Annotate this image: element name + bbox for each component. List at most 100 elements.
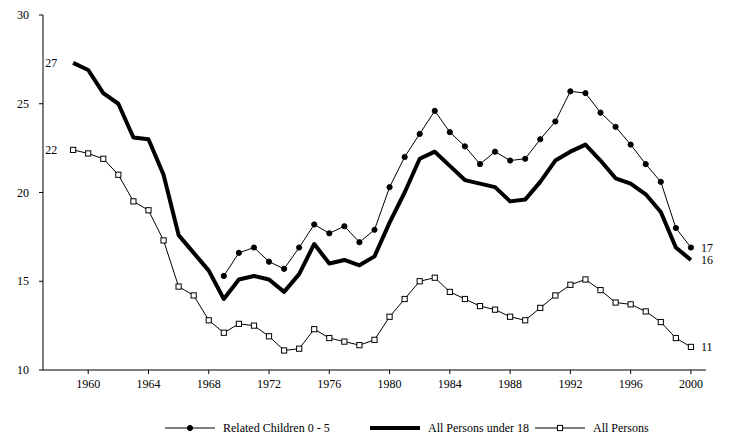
x-tick-label: 1960 [76, 377, 100, 391]
point [206, 318, 211, 323]
point [492, 149, 497, 154]
x-tick-label: 1988 [498, 377, 522, 391]
point [477, 162, 482, 167]
y-tick [39, 192, 43, 193]
point [613, 124, 618, 129]
point [417, 131, 422, 136]
point [236, 321, 241, 326]
point [221, 273, 226, 278]
chart: 1015202530196019641968197219761980198419… [0, 0, 730, 444]
point [402, 296, 407, 301]
series-line [224, 91, 691, 276]
point [538, 305, 543, 310]
legend-label: All Persons under 18 [428, 421, 529, 435]
point [251, 245, 256, 250]
point [297, 346, 302, 351]
y-tick [39, 103, 43, 104]
point [357, 240, 362, 245]
point [673, 335, 678, 340]
point [447, 130, 452, 135]
x-tick-label: 1976 [317, 377, 341, 391]
x-tick [690, 370, 691, 374]
point [266, 259, 271, 264]
point [643, 162, 648, 167]
x-tick-label: 1972 [257, 377, 281, 391]
legend-marker [187, 425, 192, 430]
point [508, 314, 513, 319]
point [568, 282, 573, 287]
point [598, 110, 603, 115]
x-tick [208, 370, 209, 374]
x-tick [389, 370, 390, 374]
point [628, 302, 633, 307]
legend: Related Children 0 - 5 All Persons under … [165, 421, 649, 435]
x-tick [630, 370, 631, 374]
x-tick-label: 1992 [558, 377, 582, 391]
point [417, 279, 422, 284]
y-tick-label: 15 [17, 274, 29, 288]
point [342, 224, 347, 229]
point [131, 199, 136, 204]
data-label: 11 [701, 340, 713, 354]
x-tick-label: 1968 [197, 377, 221, 391]
point [251, 323, 256, 328]
point [553, 119, 558, 124]
point [281, 266, 286, 271]
point [508, 158, 513, 163]
point [477, 304, 482, 309]
point [327, 335, 332, 340]
point [312, 327, 317, 332]
x-tick [269, 370, 270, 374]
point [266, 334, 271, 339]
y-tick-label: 20 [17, 186, 29, 200]
point [86, 151, 91, 156]
point [116, 172, 121, 177]
point [688, 344, 693, 349]
point [236, 250, 241, 255]
point [221, 330, 226, 335]
x-tick [449, 370, 450, 374]
point [538, 137, 543, 142]
x-tick [510, 370, 511, 374]
point [523, 156, 528, 161]
y-tick-label: 25 [17, 97, 29, 111]
point [523, 318, 528, 323]
x-tick-label: 1980 [378, 377, 402, 391]
x-tick-label: 2000 [679, 377, 703, 391]
x-tick [329, 370, 330, 374]
x-tick-label: 1964 [136, 377, 160, 391]
point [673, 225, 678, 230]
point [161, 238, 166, 243]
point [462, 296, 467, 301]
point [583, 91, 588, 96]
point [643, 309, 648, 314]
point [357, 343, 362, 348]
legend-label: Related Children 0 - 5 [223, 421, 330, 435]
point [462, 144, 467, 149]
y-tick [39, 370, 43, 371]
point [492, 307, 497, 312]
legend-swatch [370, 426, 420, 430]
point [553, 293, 558, 298]
x-tick [570, 370, 571, 374]
point [372, 227, 377, 232]
legend-label: All Persons [593, 421, 649, 435]
point [402, 154, 407, 159]
point [372, 337, 377, 342]
point [658, 179, 663, 184]
point [71, 147, 76, 152]
plot-area [71, 63, 694, 353]
point [598, 288, 603, 293]
data-label: 22 [45, 143, 57, 157]
point [387, 314, 392, 319]
point [447, 289, 452, 294]
data-label: 27 [45, 56, 57, 70]
point [281, 348, 286, 353]
point [176, 284, 181, 289]
series-line [73, 150, 691, 351]
point [628, 142, 633, 147]
point [432, 108, 437, 113]
point [688, 245, 693, 250]
point [101, 156, 106, 161]
point [658, 319, 663, 324]
